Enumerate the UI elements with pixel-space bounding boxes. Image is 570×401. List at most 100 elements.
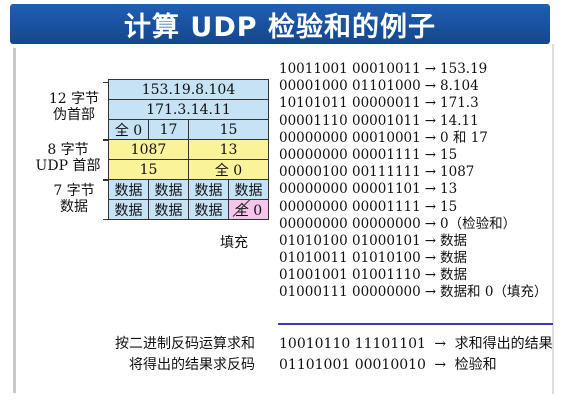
packet-row-dst-ip: 171.3.14.11 — [108, 99, 269, 120]
binary-value: 数据 — [440, 232, 468, 249]
packet-row-src-ip: 153.19.8.104 — [108, 79, 269, 100]
binary-bits: 01000111 00000000 — [279, 284, 421, 301]
dst-ip-cell: 171.3.14.11 — [108, 99, 269, 120]
binary-line: 00000000 00001111 → 15 — [279, 199, 547, 216]
data-size: 7 字节 — [53, 183, 95, 199]
binary-bits: 00000000 00001111 — [279, 146, 421, 163]
binary-value: 0 和 17 — [440, 129, 488, 146]
checksum-line: 01101001 00010010 → 检验和 — [279, 354, 497, 374]
binary-value: 15 — [440, 198, 458, 215]
packet-row-data-1: 数据 数据 数据 数据 — [108, 179, 269, 200]
binary-value: 15 — [440, 146, 458, 163]
arrow-icon: → — [424, 215, 437, 232]
udp-header-name: UDP 首部 — [35, 158, 101, 174]
checksum-bits: 01101001 00010010 — [279, 357, 426, 373]
binary-value: 数据 — [440, 267, 468, 284]
packet-row-length: 15 全 0 — [108, 159, 269, 180]
binary-bits: 00001110 00001011 — [279, 112, 421, 129]
title-banner: 计算 UDP 检验和的例子 — [10, 4, 550, 44]
binary-line: 00000000 00001111 → 15 — [279, 147, 547, 164]
arrow-icon: → — [424, 78, 437, 95]
binary-value: 13 — [440, 181, 458, 198]
pseudo-header-size: 12 字节 — [48, 91, 100, 107]
arrow-icon: → — [424, 284, 437, 301]
binary-bits: 00000000 00001101 — [279, 181, 421, 198]
data-cell: 数据 — [188, 179, 229, 200]
binary-value: 8.104 — [440, 78, 479, 95]
binary-bits: 00000000 00010001 — [279, 129, 421, 146]
binary-value: 0（检验和） — [440, 215, 517, 232]
binary-line: 01010011 01010100 → 数据 — [279, 250, 547, 267]
arrow-icon: → — [424, 95, 437, 112]
packet-row-proto: 全 0 17 15 — [108, 119, 269, 140]
arrow-icon: → — [424, 267, 437, 284]
sum-label: 按二进制反码运算求和 — [115, 336, 255, 352]
binary-value: 171.3 — [440, 95, 479, 112]
binary-bits: 00000000 00000000 — [279, 215, 421, 232]
arrow-icon: → — [424, 232, 437, 249]
binary-bits: 10101011 00000011 — [279, 95, 421, 112]
binary-bits: 00001000 01101000 — [279, 78, 421, 95]
data-cell: 数据 — [108, 199, 149, 220]
arrow-icon: → — [424, 61, 437, 77]
binary-line: 01000111 00000000 → 数据和 0（填充） — [279, 284, 547, 301]
binary-line: 00000100 00111111 → 1087 — [279, 164, 547, 181]
data-cell: 数据 — [228, 179, 269, 200]
packet-layout: 153.19.8.104 171.3.14.11 全 0 17 15 1087 … — [108, 79, 269, 220]
arrow-icon: → — [424, 146, 437, 163]
sum-value: 求和得出的结果 — [454, 336, 553, 352]
pseudo-header-name: 伪首部 — [53, 107, 95, 123]
binary-line: 00000000 00010001 → 0 和 17 — [279, 130, 547, 147]
arrow-icon: → — [424, 198, 437, 215]
pad-label: 填充 — [220, 235, 248, 251]
binary-value: 数据和 0（填充） — [440, 284, 548, 301]
binary-bits: 01001001 01001110 — [279, 267, 421, 284]
binary-line: 01001001 01001110 → 数据 — [279, 267, 547, 284]
arrow-icon: → — [424, 112, 437, 129]
length-cell: 15 — [108, 159, 189, 180]
binary-line: 10101011 00000011 → 171.3 — [279, 95, 547, 112]
pseudo-header-label: 12 字节 伪首部 — [44, 91, 104, 123]
pad-cell: 全 0 — [228, 199, 269, 220]
binary-line: 00000000 00001101 → 13 — [279, 181, 547, 198]
checksum-label: 将得出的结果求反码 — [129, 357, 255, 373]
dst-port-cell: 13 — [188, 139, 269, 160]
packet-row-data-2: 数据 数据 数据 全 0 — [108, 199, 269, 220]
binary-line: 01010100 01000101 → 数据 — [279, 233, 547, 250]
zero-cell: 全 0 — [108, 119, 149, 140]
arrow-icon: → — [434, 336, 447, 352]
binary-value: 153.19 — [440, 61, 488, 77]
arrow-icon: → — [424, 181, 437, 198]
sum-line: 10010110 11101101 → 求和得出的结果 — [279, 333, 553, 353]
protocol-cell: 17 — [148, 119, 189, 140]
binary-bits: 01010011 01010100 — [279, 250, 421, 267]
packet-row-ports: 1087 13 — [108, 139, 269, 160]
binary-line: 00001110 00001011 → 14.11 — [279, 113, 547, 130]
udp-header-label: 8 字节 UDP 首部 — [32, 142, 104, 174]
udp-header-size: 8 字节 — [47, 142, 89, 158]
checksum-value: 检验和 — [454, 357, 497, 373]
data-cell: 数据 — [148, 179, 189, 200]
checksum-cell: 全 0 — [188, 159, 269, 180]
binary-bits: 00000100 00111111 — [279, 164, 421, 181]
data-cell: 数据 — [108, 179, 149, 200]
binary-bits: 01010100 01000101 — [279, 232, 421, 249]
binary-line: 10011001 00010011 → 153.19 — [279, 61, 547, 78]
sum-divider — [278, 323, 553, 325]
binary-line: 00001000 01101000 → 8.104 — [279, 78, 547, 95]
data-cell: 数据 — [188, 199, 229, 220]
src-ip-cell: 153.19.8.104 — [108, 79, 269, 100]
data-name: 数据 — [60, 199, 88, 215]
src-port-cell: 1087 — [108, 139, 189, 160]
udp-length-cell: 15 — [188, 119, 269, 140]
arrow-icon: → — [434, 357, 447, 373]
binary-bits: 00000000 00001111 — [279, 198, 421, 215]
left-rail-decoration — [13, 48, 16, 393]
arrow-icon: → — [424, 250, 437, 267]
sum-bits: 10010110 11101101 — [279, 336, 426, 352]
right-rail-decoration — [552, 44, 554, 394]
arrow-icon: → — [424, 129, 437, 146]
binary-lines: 10011001 00010011 → 153.19 00001000 0110100… — [279, 61, 547, 302]
binary-value: 14.11 — [440, 112, 479, 129]
binary-value: 1087 — [440, 164, 475, 181]
